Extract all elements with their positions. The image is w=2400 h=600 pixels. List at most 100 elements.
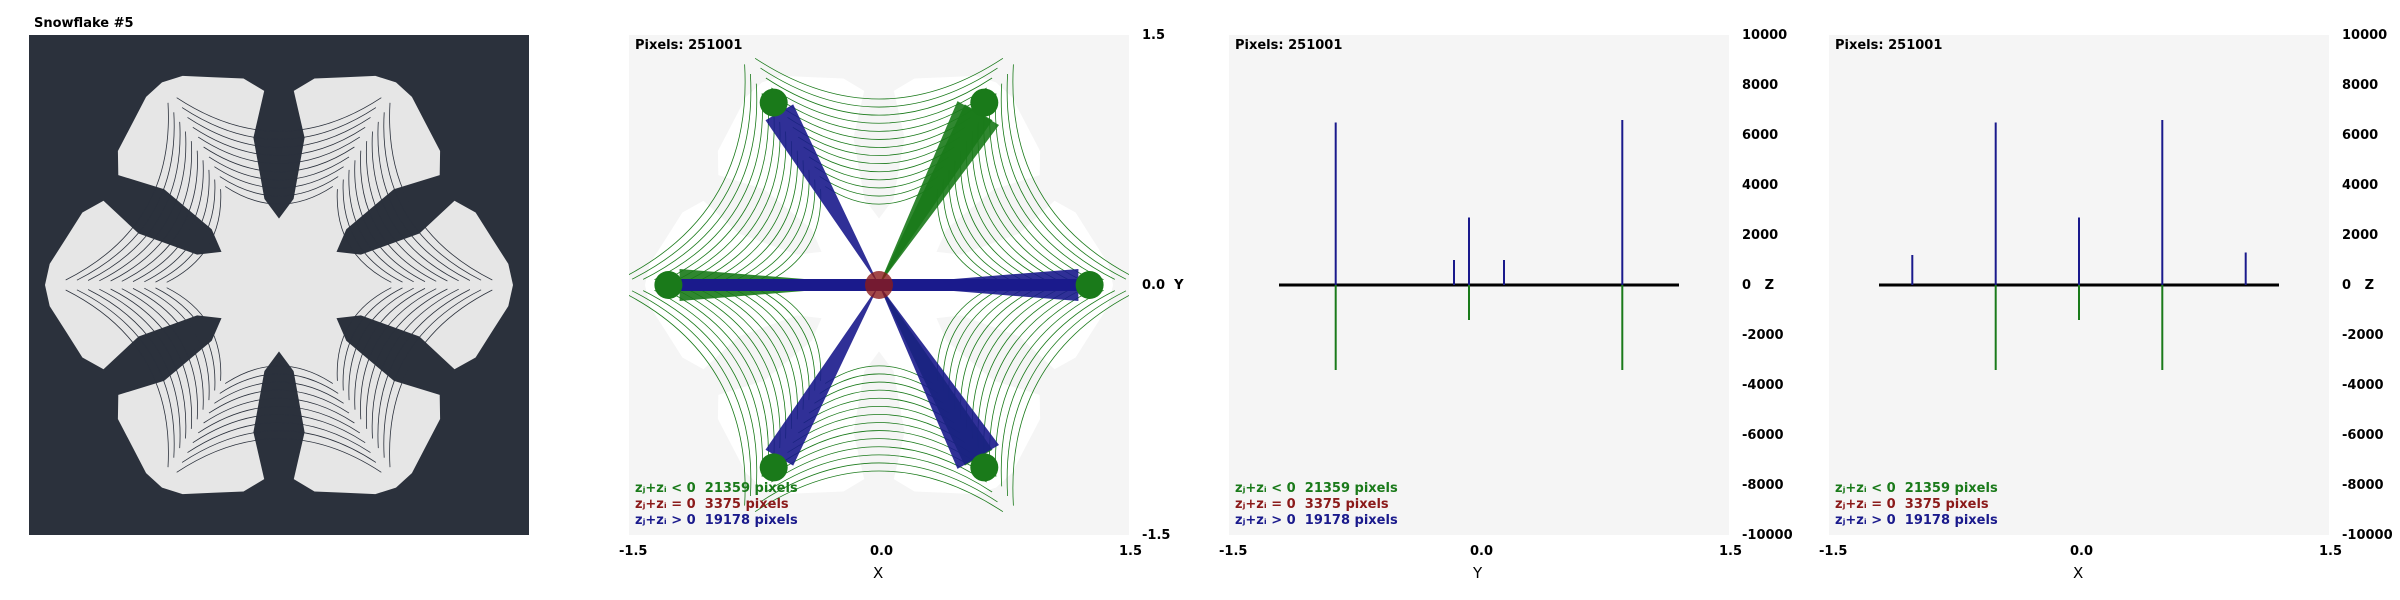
legend-negative: zⱼ+zᵢ < 0 21359 pixels (1835, 481, 1998, 497)
legend-count: 3375 pixels (1304, 497, 1389, 512)
y-tick-bottom: -1.5 (1142, 528, 1171, 543)
contour-line (197, 405, 361, 434)
contour-line (654, 93, 763, 281)
legend-label: zⱼ+zᵢ < 0 (1235, 481, 1296, 496)
z-tick-label: -10000 (2342, 528, 2393, 543)
contour-line (219, 176, 339, 197)
legend: zⱼ+zᵢ < 0 21359 pixels zⱼ+zᵢ = 0 3375 pi… (1235, 481, 1398, 529)
contour-line (1000, 290, 1115, 487)
contour-line (192, 126, 366, 156)
center-zero (865, 271, 893, 299)
snowflake-core (220, 226, 338, 344)
snowflake-arm (279, 200, 513, 370)
arm-wedge (765, 285, 879, 466)
arm-wedge (879, 101, 999, 285)
arm-wedge (879, 285, 999, 469)
contour-line (754, 470, 1004, 513)
contour-line (629, 64, 746, 275)
window-title: Snowflake #5 (34, 16, 134, 31)
contour-line (766, 287, 822, 381)
contour-line (765, 454, 993, 493)
contour-line (132, 288, 204, 410)
x-axis-label: Y (1473, 564, 1483, 582)
z-tick-label: 8000 (1742, 78, 1779, 93)
contour-line (732, 288, 804, 410)
z-tick-label: 4000 (1742, 178, 1779, 193)
contour-line (192, 414, 366, 444)
x-tick-left: -1.5 (1219, 544, 1248, 559)
contour-line (99, 288, 187, 439)
contour-line (208, 156, 350, 181)
contour-line (383, 112, 482, 281)
contour-line (766, 189, 822, 283)
xy-scatter-plot (629, 57, 1129, 513)
contour-line (1012, 64, 1129, 275)
z-tick-label: -6000 (2342, 428, 2384, 443)
legend-positive: zⱼ+zᵢ > 0 19178 pixels (1835, 513, 1998, 529)
contour-line (214, 166, 344, 189)
z-tick-label: 10000 (1742, 28, 1788, 43)
arm-tip (1075, 271, 1104, 299)
snowflake-group (45, 75, 513, 495)
contour-line (219, 373, 339, 394)
legend-negative: zⱼ+zᵢ < 0 21359 pixels (1235, 481, 1398, 497)
contour-line (1000, 83, 1115, 280)
contour-line (144, 169, 210, 283)
x-axis-label: X (873, 564, 884, 582)
legend-positive: zⱼ+zᵢ > 0 19178 pixels (635, 513, 798, 529)
legend-label: zⱼ+zᵢ > 0 (1235, 513, 1296, 528)
xz-plot-panel: Pixels: 251001 zⱼ+zᵢ < 0 21359 pixels zⱼ… (1829, 35, 2329, 535)
contour-line (631, 290, 752, 497)
contour-line (687, 289, 781, 449)
snowflake-image (45, 75, 513, 495)
z-tick-label: 10000 (2342, 28, 2388, 43)
x-tick-mid: 0.0 (1470, 544, 1494, 559)
contour-line (76, 289, 175, 458)
z-tick-label: 6000 (2342, 128, 2379, 143)
contour-line (721, 288, 798, 420)
x-tick-mid: 0.0 (870, 544, 894, 559)
contour-line (687, 121, 781, 281)
legend-count: 3375 pixels (704, 497, 789, 512)
arm-tip (970, 88, 999, 117)
legend-count: 21359 pixels (1304, 481, 1398, 496)
contour-line (224, 186, 334, 205)
contour-line (643, 83, 758, 280)
contour-line (732, 160, 804, 282)
contour-line (676, 112, 775, 281)
arm-tip (654, 271, 683, 299)
contour-line (336, 189, 392, 283)
contour-line (765, 77, 993, 116)
x-tick-left: -1.5 (1819, 544, 1848, 559)
contour-line (710, 288, 793, 429)
contour-line (360, 150, 437, 282)
contour-line (360, 288, 437, 420)
contour-line (760, 67, 998, 108)
legend-label: zⱼ+zᵢ < 0 (1835, 481, 1896, 496)
legend-label: zⱼ+zᵢ < 0 (635, 481, 696, 496)
legend-label: zⱼ+zᵢ = 0 (635, 497, 696, 512)
contour-line (348, 169, 414, 283)
x-tick-left: -1.5 (619, 544, 648, 559)
contour-line (365, 141, 448, 282)
contour-line (132, 160, 204, 282)
yz-plot-panel: Pixels: 251001 zⱼ+zᵢ < 0 21359 pixels zⱼ… (1229, 35, 1729, 535)
z-tick-label: 0 Z (2342, 278, 2375, 293)
contour-line (187, 422, 371, 453)
contour-line (643, 290, 758, 487)
x-axis-label: X (2073, 564, 2084, 582)
contour-line (342, 179, 403, 283)
z-tick-label: -2000 (2342, 328, 2384, 343)
x-tick-right: 1.5 (1119, 544, 1143, 559)
contour-line (676, 289, 775, 458)
contour-line (176, 97, 382, 132)
legend-label: zⱼ+zᵢ = 0 (1835, 497, 1896, 512)
contour-line (354, 160, 426, 282)
contour-line (181, 430, 377, 463)
contour-line (699, 288, 787, 439)
snowflake-preview (29, 35, 529, 535)
y-axis-label: Y (1174, 278, 1184, 293)
contour-line (1006, 290, 1127, 497)
contour-line (87, 121, 181, 281)
contour-line (377, 121, 471, 281)
